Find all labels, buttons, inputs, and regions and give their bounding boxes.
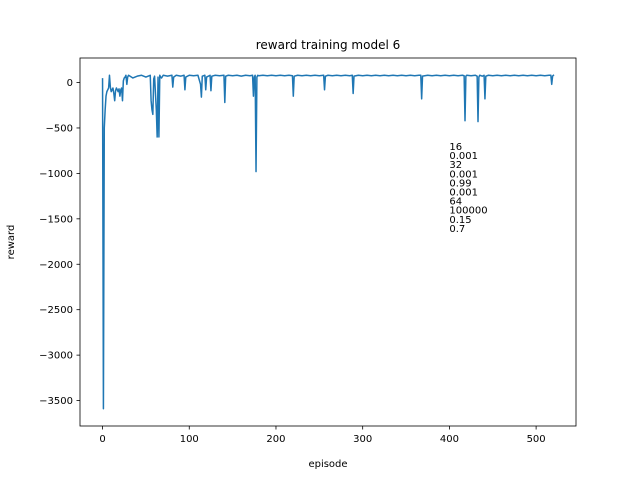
annotation-line: 16 xyxy=(449,142,462,153)
annotation-line: 64 xyxy=(449,197,462,208)
y-tick-label: −3500 xyxy=(39,396,73,407)
plot-area xyxy=(101,74,555,410)
series-line xyxy=(101,74,555,410)
x-axis-label: episode xyxy=(308,459,347,470)
y-tick-label: −1500 xyxy=(39,214,73,225)
x-tick-label: 200 xyxy=(266,434,285,445)
y-tick-label: −1000 xyxy=(39,169,73,180)
chart-title: reward training model 6 xyxy=(256,38,401,52)
y-tick-label: −3000 xyxy=(39,351,73,362)
x-axis-ticks: 0 100 200 300 400 500 xyxy=(99,426,546,445)
x-tick-label: 300 xyxy=(353,434,372,445)
y-tick-label: −2500 xyxy=(39,305,73,316)
annotation-line: 0.99 xyxy=(449,178,471,189)
y-axis-label: reward xyxy=(6,225,17,260)
y-tick-label: 0 xyxy=(67,78,73,89)
annotation-line: 0.001 xyxy=(449,151,478,162)
x-tick-label: 400 xyxy=(440,434,459,445)
y-axis-ticks: 0 −500 −1000 −1500 −2000 −2500 −3000 −3500 xyxy=(39,78,80,407)
x-tick-label: 500 xyxy=(527,434,546,445)
x-tick-label: 100 xyxy=(180,434,199,445)
y-tick-label: −500 xyxy=(46,123,73,134)
annotation-line: 0.7 xyxy=(449,224,465,235)
axes-frame xyxy=(79,57,577,427)
y-tick-label: −2000 xyxy=(39,260,73,271)
annotation-line: 32 xyxy=(449,160,462,171)
annotation-line: 0.001 xyxy=(449,169,478,180)
x-tick-label: 0 xyxy=(99,434,105,445)
annotation-line: 100000 xyxy=(449,206,487,217)
annotation-line: 0.15 xyxy=(449,215,471,226)
annotation-line: 0.001 xyxy=(449,188,478,199)
